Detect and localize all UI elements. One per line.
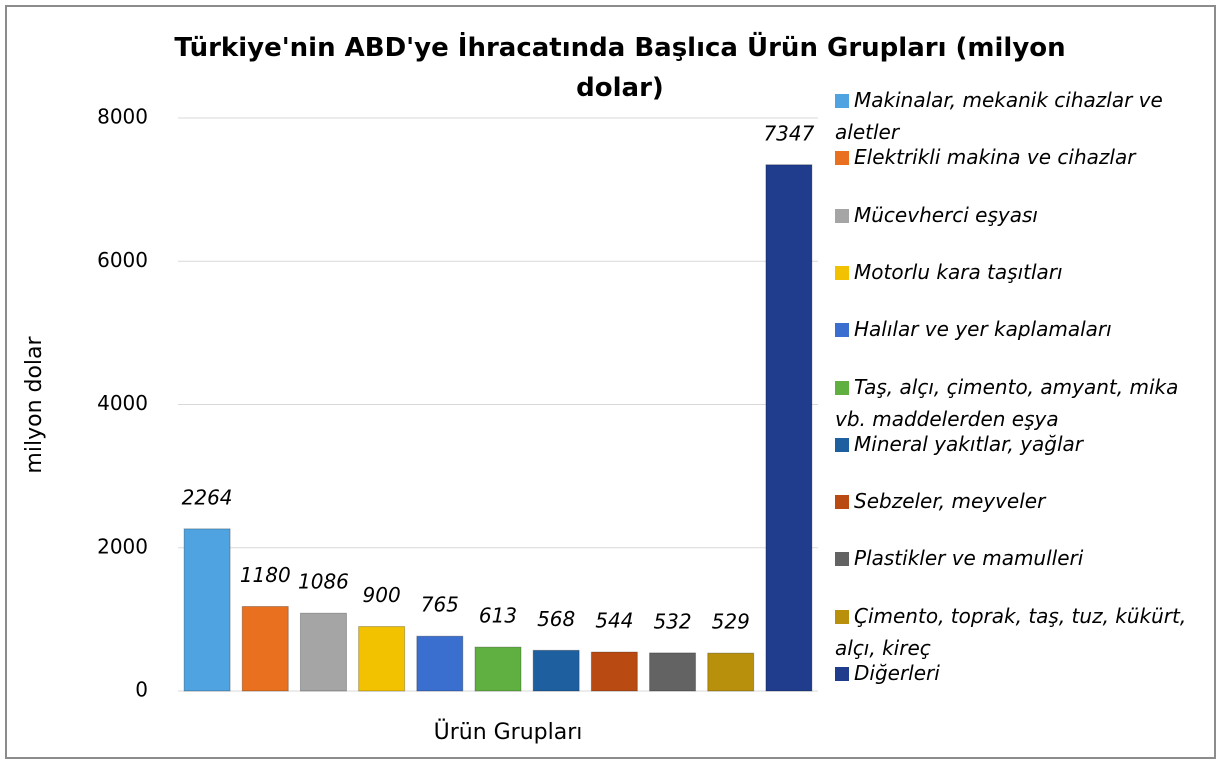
legend-swatch <box>835 667 849 681</box>
bar <box>416 635 464 692</box>
legend-item: Mücevherci eşyası <box>835 199 1205 231</box>
legend-label: Halılar ve yer kaplamaları <box>854 317 1112 342</box>
legend-swatch <box>835 265 849 280</box>
bar <box>532 649 580 692</box>
legend-label: Motorlu kara taşıtları <box>854 259 1063 284</box>
legend-swatch <box>835 437 849 452</box>
x-axis-label: Ürün Grupları <box>434 719 583 745</box>
bar <box>241 605 289 692</box>
value-label: 568 <box>537 607 575 631</box>
bar <box>649 652 697 692</box>
legend-swatch <box>835 94 849 108</box>
legend-item: Motorlu kara taşıtları <box>835 256 1205 288</box>
value-label: 529 <box>712 610 750 634</box>
value-label: 765 <box>421 593 459 617</box>
value-label: 613 <box>479 604 517 628</box>
legend-item: Sebzeler, meyveler <box>835 485 1205 517</box>
legend-label: Taş, alçı, çimento, amyant, mika vb. mad… <box>835 374 1179 431</box>
value-label: 7347 <box>763 121 814 145</box>
legend-item: Çimento, toprak, taş, tuz, kükürt, alçı,… <box>835 600 1205 664</box>
legend-item: Diğerleri <box>835 657 1205 689</box>
y-tick-label: 0 <box>135 678 148 702</box>
value-label: 2264 <box>182 485 233 509</box>
legend-swatch <box>835 323 849 338</box>
y-tick-label: 6000 <box>97 248 148 272</box>
legend-item: Elektrikli makina ve cihazlar <box>835 141 1205 173</box>
value-label: 1086 <box>298 570 349 594</box>
bar <box>299 612 347 692</box>
legend-label: Sebzeler, meyveler <box>854 489 1046 514</box>
legend-label: Diğerleri <box>854 661 940 685</box>
chart-title: Türkiye'nin ABD'ye İhracatında Başlıca Ü… <box>174 33 1066 103</box>
y-tick-label: 4000 <box>97 391 148 415</box>
value-label: 544 <box>595 609 633 633</box>
y-tick-label: 2000 <box>97 534 148 558</box>
bar <box>765 164 813 692</box>
legend-label: Çimento, toprak, taş, tuz, kükürt, alçı,… <box>835 603 1187 660</box>
legend-swatch <box>835 208 849 223</box>
legend-swatch <box>835 151 849 166</box>
value-label: 1180 <box>240 563 291 587</box>
legend-label: Mücevherci eşyası <box>854 202 1038 227</box>
legend-swatch <box>835 552 849 567</box>
value-label: 532 <box>653 609 691 633</box>
legend-swatch <box>835 380 849 395</box>
legend-item: Makinalar, mekanik cihazlar ve aletler <box>835 84 1205 148</box>
legend-label: Elektrikli makina ve cihazlar <box>854 145 1136 170</box>
bar <box>590 651 638 692</box>
legend-label: Makinalar, mekanik cihazlar ve aletler <box>835 88 1163 144</box>
legend-item: Mineral yakıtlar, yağlar <box>835 428 1205 460</box>
legend-swatch <box>835 495 849 510</box>
chart-frame <box>5 5 1216 759</box>
legend-label: Mineral yakıtlar, yağlar <box>854 431 1083 456</box>
legend-label: Plastikler ve mamulleri <box>854 546 1084 571</box>
bar <box>474 646 522 692</box>
legend-item: Halılar ve yer kaplamaları <box>835 313 1205 345</box>
bar <box>183 528 231 692</box>
bar <box>707 652 755 692</box>
legend-swatch <box>835 609 849 624</box>
legend-item: Plastikler ve mamulleri <box>835 542 1205 574</box>
y-tick-label: 8000 <box>97 105 148 129</box>
value-label: 900 <box>363 583 401 607</box>
y-axis-label: milyon dolar <box>22 335 47 473</box>
bar <box>358 626 406 692</box>
legend-item: Taş, alçı, çimento, amyant, mika vb. mad… <box>835 371 1205 435</box>
